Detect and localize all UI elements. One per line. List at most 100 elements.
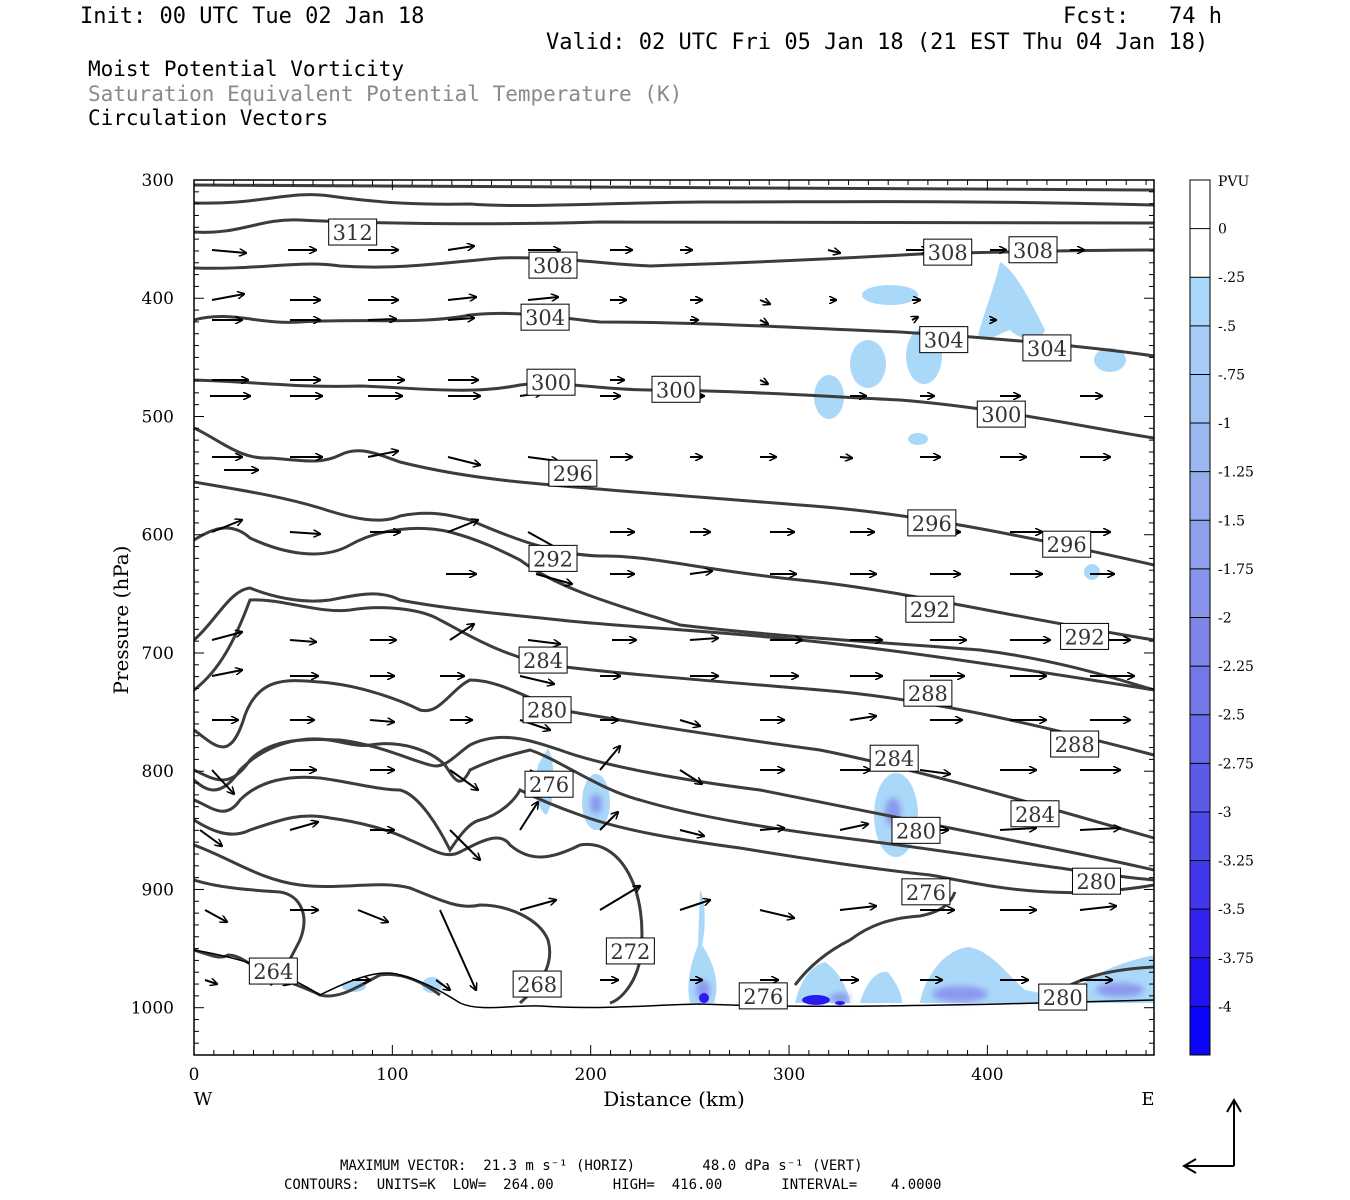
circulation-vector bbox=[211, 670, 242, 677]
contour-label-box bbox=[976, 400, 1026, 428]
circulation-vector bbox=[447, 456, 480, 465]
colorbar-tick-label: -2.75 bbox=[1218, 756, 1254, 772]
colorbar-tick-label: -2 bbox=[1218, 611, 1232, 627]
contour-label: 304 bbox=[1027, 337, 1067, 361]
circulation-vector bbox=[599, 746, 620, 771]
contour-label: 296 bbox=[553, 462, 593, 486]
circulation-vector bbox=[211, 520, 242, 533]
contour-label-box bbox=[548, 459, 598, 487]
contour-label: 276 bbox=[906, 881, 946, 905]
contour-label: 280 bbox=[1076, 870, 1116, 894]
x-tick-label: 400 bbox=[971, 1065, 1003, 1085]
colorbar-swatch bbox=[1190, 471, 1210, 521]
contour-label: 268 bbox=[517, 973, 557, 997]
contour-label: 284 bbox=[1015, 803, 1055, 827]
contour-label-box bbox=[901, 878, 951, 906]
colorbar-swatch bbox=[1190, 860, 1210, 910]
y-tick-label: 600 bbox=[142, 526, 174, 546]
colorbar-swatch bbox=[1190, 666, 1210, 716]
circulation-vector bbox=[447, 318, 474, 320]
contour-label: 312 bbox=[333, 221, 373, 245]
contour-label: 272 bbox=[610, 940, 650, 964]
circulation-vector bbox=[447, 520, 478, 533]
contour-label-box bbox=[526, 368, 576, 396]
contour-labels: 312 308 308 308 304 304 304 300 300 300 296 296 296 2… bbox=[248, 218, 1121, 1011]
colorbar-swatch bbox=[1190, 423, 1210, 473]
axis-labels: 0 100 200 300 400 300 400 500 600 700 800 900 1000 bbox=[131, 171, 1004, 1085]
y-tick-label: 400 bbox=[142, 289, 174, 309]
colorbar-tick-label: -3.75 bbox=[1218, 951, 1254, 967]
contour-label-box bbox=[891, 816, 941, 844]
colorbar-swatch bbox=[1190, 763, 1210, 813]
contour-label-box bbox=[1071, 867, 1121, 895]
colorbar-tick-label: -3.25 bbox=[1218, 854, 1254, 870]
contour-label: 308 bbox=[928, 241, 968, 265]
circulation-vector bbox=[912, 317, 918, 320]
colorbar-tick-label: -1.25 bbox=[1218, 465, 1254, 481]
colorbar-tick-label: 0 bbox=[1218, 222, 1227, 238]
reference-vector-key bbox=[1182, 1098, 1242, 1174]
contour-label-box bbox=[528, 544, 578, 572]
circulation-vector bbox=[519, 802, 538, 831]
terrain-line bbox=[194, 949, 1154, 1009]
colorbar-swatch bbox=[1190, 228, 1210, 278]
circulation-vector bbox=[211, 769, 234, 794]
colorbar-swatch bbox=[1190, 909, 1210, 959]
contour-label: 280 bbox=[1043, 986, 1083, 1010]
x-tick-label: 300 bbox=[773, 1065, 805, 1085]
circulation-vector bbox=[519, 900, 556, 911]
circulation-vector bbox=[204, 980, 217, 984]
colorbar-tick-label: -3 bbox=[1218, 805, 1232, 821]
forecast-hour: Fcst: 74 h bbox=[1063, 4, 1222, 29]
contour-label-box bbox=[651, 375, 701, 403]
circulation-vectors bbox=[199, 246, 1134, 990]
colorbar-swatch bbox=[1190, 520, 1210, 570]
x-tick-label: 0 bbox=[189, 1065, 200, 1085]
colorbar-swatch bbox=[1190, 957, 1210, 1007]
circulation-vector bbox=[759, 300, 770, 304]
field-title-mpv: Moist Potential Vorticity bbox=[88, 57, 405, 81]
x-tick-label: 200 bbox=[574, 1065, 606, 1085]
contour-label-box bbox=[328, 218, 378, 246]
circulation-vector bbox=[367, 451, 398, 458]
contour-label: 288 bbox=[908, 682, 948, 706]
init-time: Init: 00 UTC Tue 02 Jan 18 bbox=[80, 4, 425, 29]
contour-label-box bbox=[522, 696, 572, 724]
contour-label: 308 bbox=[1013, 239, 1053, 263]
circulation-vector bbox=[449, 624, 474, 641]
contour-label: 296 bbox=[1047, 533, 1087, 557]
colorbar-swatch bbox=[1190, 277, 1210, 327]
circulation-vector bbox=[527, 297, 558, 300]
colorbar-swatch bbox=[1190, 714, 1210, 764]
contour-label: 300 bbox=[981, 403, 1021, 427]
contour-label-box bbox=[1010, 800, 1060, 828]
circulation-vector bbox=[439, 909, 476, 990]
contour-label: 304 bbox=[924, 329, 964, 353]
field-title-thetae: Saturation Equivalent Potential Temperat… bbox=[88, 82, 683, 106]
pv-colorbar: 0 -.25 -.5 -.75 -1 -1.25 -1.5 -1.75 -2 -2.25 -2.5 -… bbox=[1189, 179, 1254, 1056]
contour-label-box bbox=[1050, 730, 1100, 758]
circulation-vector bbox=[919, 769, 950, 774]
contour-label: 280 bbox=[527, 699, 567, 723]
colorbar-swatch bbox=[1190, 617, 1210, 667]
contour-label-box bbox=[518, 646, 568, 674]
contour-label-box bbox=[528, 251, 578, 279]
circulation-vector bbox=[999, 828, 1036, 830]
circulation-vector bbox=[289, 640, 316, 642]
circulation-vector bbox=[839, 457, 852, 458]
circulation-vector bbox=[449, 829, 480, 860]
contour-label-box bbox=[738, 982, 788, 1010]
contour-label: 284 bbox=[523, 649, 563, 673]
contour-label: 280 bbox=[896, 819, 936, 843]
contour-label-box bbox=[512, 970, 562, 998]
circulation-vector bbox=[211, 632, 242, 641]
circulation-vector bbox=[759, 380, 768, 384]
colorbar-swatch bbox=[1190, 811, 1210, 862]
y-axis-title: Pressure (hPa) bbox=[109, 546, 133, 695]
contour-label: 276 bbox=[743, 985, 783, 1009]
colorbar-tick-label: -2.5 bbox=[1218, 708, 1245, 724]
contour-label: 304 bbox=[525, 306, 565, 330]
contour-label-box bbox=[524, 770, 574, 798]
colorbar-tick-label: -2.25 bbox=[1218, 659, 1254, 675]
circulation-vector bbox=[435, 979, 450, 990]
